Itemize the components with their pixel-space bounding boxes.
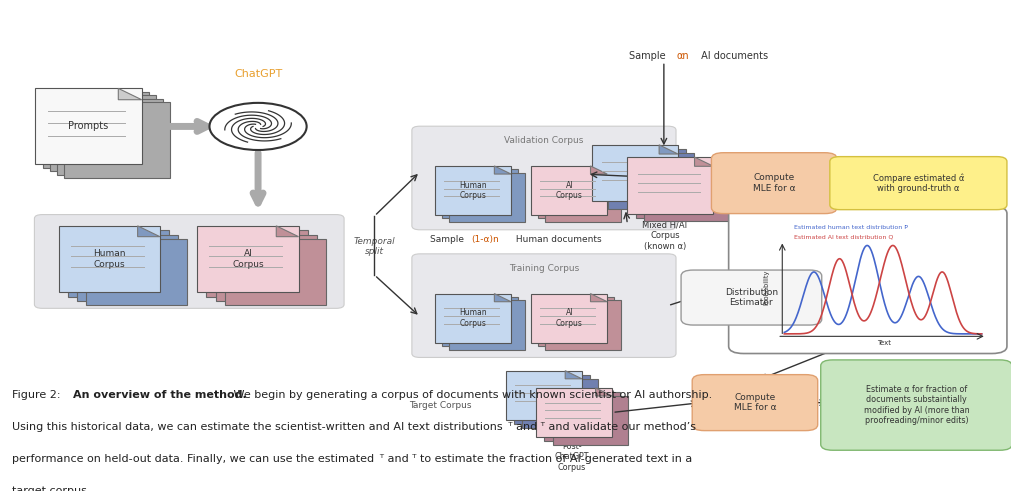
FancyBboxPatch shape	[820, 360, 1011, 450]
Text: (1-α)n: (1-α)n	[471, 235, 498, 244]
Polygon shape	[564, 371, 581, 379]
Text: AI
Corpus: AI Corpus	[555, 308, 582, 328]
Polygon shape	[137, 226, 160, 237]
Polygon shape	[595, 388, 612, 396]
Text: Prompts: Prompts	[69, 121, 108, 132]
FancyBboxPatch shape	[411, 254, 675, 357]
FancyBboxPatch shape	[552, 396, 628, 445]
Text: Figure 2:: Figure 2:	[12, 390, 68, 400]
FancyBboxPatch shape	[544, 392, 620, 441]
Text: Estimated human text distribution P̂: Estimated human text distribution P̂	[794, 225, 908, 230]
Text: Human documents: Human documents	[513, 235, 602, 244]
Text: Sample: Sample	[629, 52, 668, 61]
Text: target corpus.: target corpus.	[12, 486, 91, 491]
FancyBboxPatch shape	[600, 149, 685, 205]
FancyBboxPatch shape	[68, 230, 169, 297]
Polygon shape	[276, 226, 298, 237]
Text: AI documents: AI documents	[698, 52, 767, 61]
Text: Compare estimated α̂
with ground-truth α: Compare estimated α̂ with ground-truth α	[871, 173, 963, 193]
FancyBboxPatch shape	[449, 173, 525, 222]
FancyBboxPatch shape	[64, 102, 170, 178]
FancyBboxPatch shape	[680, 270, 821, 325]
FancyBboxPatch shape	[514, 375, 589, 424]
Text: Human
Corpus: Human Corpus	[459, 181, 486, 200]
FancyBboxPatch shape	[442, 169, 518, 218]
Text: Sample: Sample	[430, 235, 466, 244]
FancyBboxPatch shape	[545, 300, 621, 350]
Text: AI
Corpus: AI Corpus	[555, 181, 582, 200]
FancyBboxPatch shape	[42, 92, 149, 168]
FancyBboxPatch shape	[627, 157, 713, 214]
FancyBboxPatch shape	[591, 145, 677, 201]
FancyBboxPatch shape	[86, 239, 187, 305]
FancyBboxPatch shape	[197, 226, 298, 292]
Text: performance on held-out data. Finally, we can use the estimated  ᵀ and ᵀ to esti: performance on held-out data. Finally, w…	[12, 454, 692, 464]
FancyBboxPatch shape	[34, 215, 344, 308]
Text: Training Corpus: Training Corpus	[509, 264, 578, 273]
FancyBboxPatch shape	[59, 226, 160, 292]
Text: Compute
MLE for α: Compute MLE for α	[733, 393, 775, 412]
Polygon shape	[590, 166, 607, 174]
Text: Estimate α for fraction of
documents substaintially
modified by AI (more than
pr: Estimate α for fraction of documents sub…	[862, 385, 969, 425]
Text: αn: αn	[675, 52, 687, 61]
Text: Compute
MLE for α: Compute MLE for α	[752, 173, 795, 193]
FancyBboxPatch shape	[545, 173, 621, 222]
Text: We begin by generating a corpus of documents with known scientist or AI authorsh: We begin by generating a corpus of docum…	[229, 390, 712, 400]
Text: Estimated AI text distribution Q̂: Estimated AI text distribution Q̂	[794, 235, 893, 240]
FancyBboxPatch shape	[538, 297, 614, 346]
FancyBboxPatch shape	[506, 371, 581, 420]
Text: Validation Corpus: Validation Corpus	[503, 136, 583, 145]
Polygon shape	[118, 88, 142, 100]
FancyBboxPatch shape	[522, 379, 598, 428]
Text: Human
Corpus: Human Corpus	[93, 249, 125, 269]
FancyBboxPatch shape	[57, 99, 163, 175]
Text: An overview of the method.: An overview of the method.	[73, 390, 247, 400]
Text: Text: Text	[877, 340, 891, 346]
FancyBboxPatch shape	[77, 235, 178, 301]
Text: Temporal
split: Temporal split	[353, 237, 395, 256]
Text: Post-
ChatGPT
Corpus: Post- ChatGPT Corpus	[554, 442, 588, 472]
Polygon shape	[493, 166, 511, 174]
FancyBboxPatch shape	[224, 239, 326, 305]
Text: Probability: Probability	[762, 270, 768, 305]
FancyBboxPatch shape	[829, 157, 1006, 210]
FancyBboxPatch shape	[435, 294, 511, 343]
FancyBboxPatch shape	[608, 153, 694, 209]
Text: AI
Corpus: AI Corpus	[232, 249, 264, 269]
Text: ChatGPT: ChatGPT	[234, 69, 282, 79]
Text: Using this historical data, we can estimate the scientist-written and AI text di: Using this historical data, we can estim…	[12, 422, 696, 432]
FancyBboxPatch shape	[536, 388, 612, 437]
FancyBboxPatch shape	[215, 235, 316, 301]
FancyBboxPatch shape	[442, 297, 518, 346]
FancyBboxPatch shape	[435, 166, 511, 215]
FancyBboxPatch shape	[635, 161, 721, 218]
Polygon shape	[658, 145, 677, 154]
FancyBboxPatch shape	[643, 165, 729, 221]
FancyBboxPatch shape	[728, 206, 1006, 354]
Text: Human
Corpus: Human Corpus	[459, 308, 486, 328]
FancyBboxPatch shape	[50, 95, 156, 171]
Circle shape	[209, 103, 306, 150]
FancyBboxPatch shape	[692, 375, 817, 431]
FancyBboxPatch shape	[711, 153, 836, 214]
FancyBboxPatch shape	[449, 300, 525, 350]
Polygon shape	[493, 294, 511, 301]
FancyBboxPatch shape	[35, 88, 142, 164]
FancyBboxPatch shape	[411, 126, 675, 230]
Text: Mixed H/AI
Corpus
(known α): Mixed H/AI Corpus (known α)	[642, 221, 686, 251]
FancyBboxPatch shape	[531, 166, 607, 215]
FancyBboxPatch shape	[531, 294, 607, 343]
FancyBboxPatch shape	[206, 230, 307, 297]
Text: Target Corpus: Target Corpus	[408, 401, 471, 409]
Text: Distribution
Estimator: Distribution Estimator	[724, 288, 777, 307]
Polygon shape	[694, 157, 713, 166]
Polygon shape	[590, 294, 607, 301]
FancyBboxPatch shape	[538, 169, 614, 218]
